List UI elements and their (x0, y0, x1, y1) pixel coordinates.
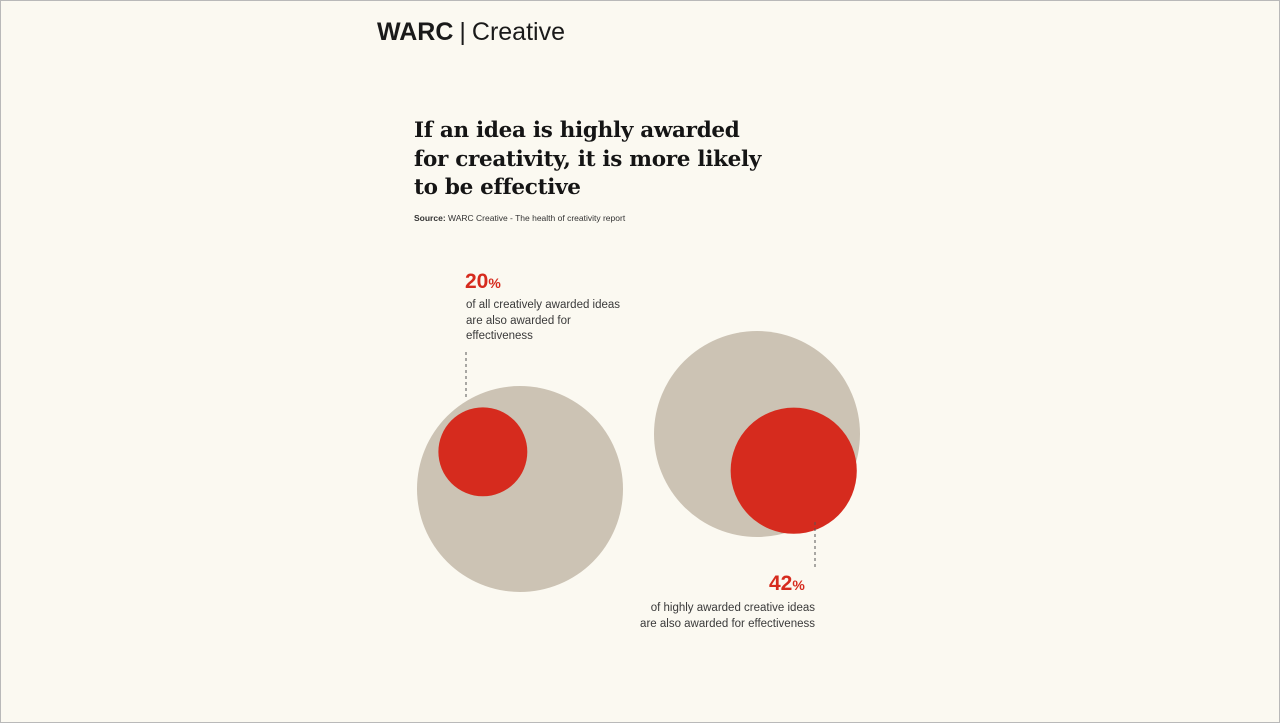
left-stat-description: of all creatively awarded ideas are also… (466, 299, 621, 342)
brand-product: Creative (471, 18, 565, 46)
chart-title: If an idea is highly awarded for creativ… (414, 118, 762, 200)
right-stat-value: 42% (769, 572, 805, 596)
left-stat-number: 20 (465, 270, 489, 293)
left-outer-circle (417, 386, 623, 592)
right-stat-description: of highly awarded creative ideas are als… (640, 602, 815, 630)
source-label: Source: (414, 213, 446, 223)
brand-divider: | (459, 18, 466, 46)
brand-name: WARC (377, 18, 454, 46)
right-stat-number: 42 (769, 572, 793, 595)
left-stat-value: 20% (465, 270, 501, 294)
right-inner-circle (730, 407, 857, 534)
right-stat-unit: % (792, 577, 805, 593)
left-inner-circle (438, 407, 528, 497)
brand-logo: WARC | Creative (377, 18, 565, 47)
source-note: Source: WARC Creative - The health of cr… (414, 213, 625, 223)
left-stat-unit: % (488, 275, 501, 291)
source-text: WARC Creative - The health of creativity… (448, 213, 626, 223)
